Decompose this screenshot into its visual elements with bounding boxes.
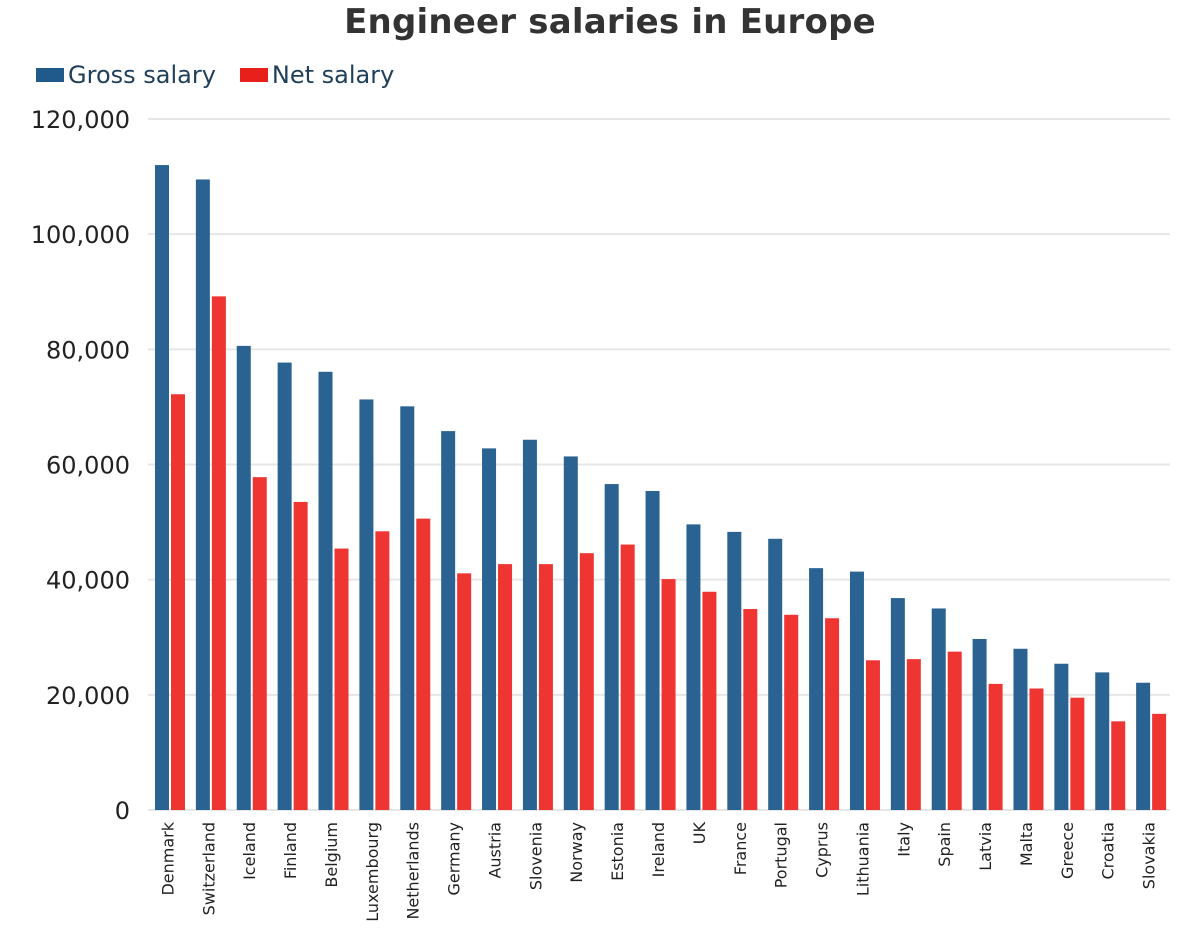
net-salary-bar [743,609,758,810]
net-salary-bar [211,296,226,810]
x-tick-label: Greece [1058,822,1077,879]
gross-salary-bar [645,490,660,810]
gross-salary-bar [1054,663,1069,810]
net-salary-bar [784,614,799,810]
x-tick-label: France [731,822,750,875]
net-salary-bar [293,501,308,810]
gross-salary-bar [277,362,292,810]
gross-salary-bar [849,571,864,810]
legend: Gross salary Net salary [36,58,418,92]
legend-item-net[interactable]: Net salary [239,61,395,89]
legend-swatch-gross [36,68,64,82]
gross-salary-bar [1095,672,1110,810]
x-tick-label: Netherlands [404,822,423,920]
gross-salary-bar [563,456,578,810]
net-salary-bar [498,564,513,810]
net-salary-bar [947,651,962,810]
gross-salary-bar [400,406,415,810]
x-tick-label: Malta [1017,822,1036,866]
net-salary-bar [825,618,840,810]
net-salary-bar [171,394,185,810]
x-tick-label: Norway [567,822,586,883]
x-tick-label: Slovakia [1140,822,1159,889]
gross-salary-bar [1136,682,1151,810]
legend-label-net: Net salary [271,61,395,89]
x-tick-label: UK [690,821,709,844]
y-tick-label: 100,000 [31,221,130,249]
x-tick-label: Italy [894,822,913,857]
net-salary-bar [1029,688,1044,810]
y-tick-label: 60,000 [46,452,130,480]
gross-salary-bar [931,608,946,810]
net-salary-bar [1152,713,1167,810]
y-tick-label: 0 [115,797,130,825]
gross-salary-bar [522,439,537,810]
gross-salary-bar [809,568,824,810]
legend-label-gross: Gross salary [68,61,216,89]
gross-salary-bar [1013,648,1028,810]
x-tick-label: Belgium [322,822,341,888]
y-tick-label: 120,000 [31,106,130,134]
net-salary-bar [620,544,635,810]
net-salary-bar [334,548,349,810]
gross-salary-bar [604,484,619,810]
y-tick-label: 40,000 [46,567,130,595]
x-tick-label: Austria [485,822,504,879]
net-salary-bar [252,477,267,810]
x-tick-label: Croatia [1099,822,1118,880]
net-salary-bar [1111,721,1126,810]
y-tick-label: 20,000 [46,682,130,710]
legend-swatch-net [239,68,268,82]
net-salary-bar [375,531,390,810]
net-salary-bar [416,518,431,810]
gross-salary-bar [441,431,456,810]
gross-salary-bar [318,371,333,810]
x-tick-label: Finland [281,822,300,879]
legend-item-gross[interactable]: Gross salary [36,61,216,89]
x-tick-label: Switzerland [199,822,218,915]
gross-salary-bar [727,531,742,810]
chart-title: Engineer salaries in Europe [344,2,876,42]
x-tick-label: Ireland [649,822,668,877]
gross-salary-bar [155,165,169,811]
net-salary-bar [988,683,1003,810]
gross-salary-bar [972,638,987,810]
gross-salary-bar [890,598,905,810]
x-tick-label: Iceland [240,822,259,880]
x-tick-label: Estonia [608,822,627,881]
gross-salary-bar [195,179,210,810]
gross-salary-bar [686,524,701,810]
y-tick-label: 80,000 [46,336,130,364]
x-tick-label: Luxembourg [363,822,382,922]
gross-salary-bar [482,448,497,810]
net-salary-bar [538,564,553,810]
gross-salary-bar [236,345,251,810]
gross-salary-bar [359,399,374,810]
x-tick-label: Lithuania [853,822,872,896]
x-tick-label: Slovenia [526,822,545,890]
net-salary-bar [1070,697,1085,810]
x-tick-label: Latvia [976,822,995,871]
x-tick-label: Spain [935,822,954,867]
x-tick-label: Portugal [772,822,791,888]
x-tick-label: Denmark [158,821,177,895]
x-tick-label: Cyprus [813,822,832,878]
net-salary-bar [865,660,880,810]
net-salary-bar [661,579,676,810]
net-salary-bar [906,659,921,810]
net-salary-bar [457,573,472,810]
net-salary-bar [579,553,594,810]
x-tick-label: Germany [445,822,464,896]
net-salary-bar [702,591,717,810]
gross-salary-bar [768,538,783,810]
